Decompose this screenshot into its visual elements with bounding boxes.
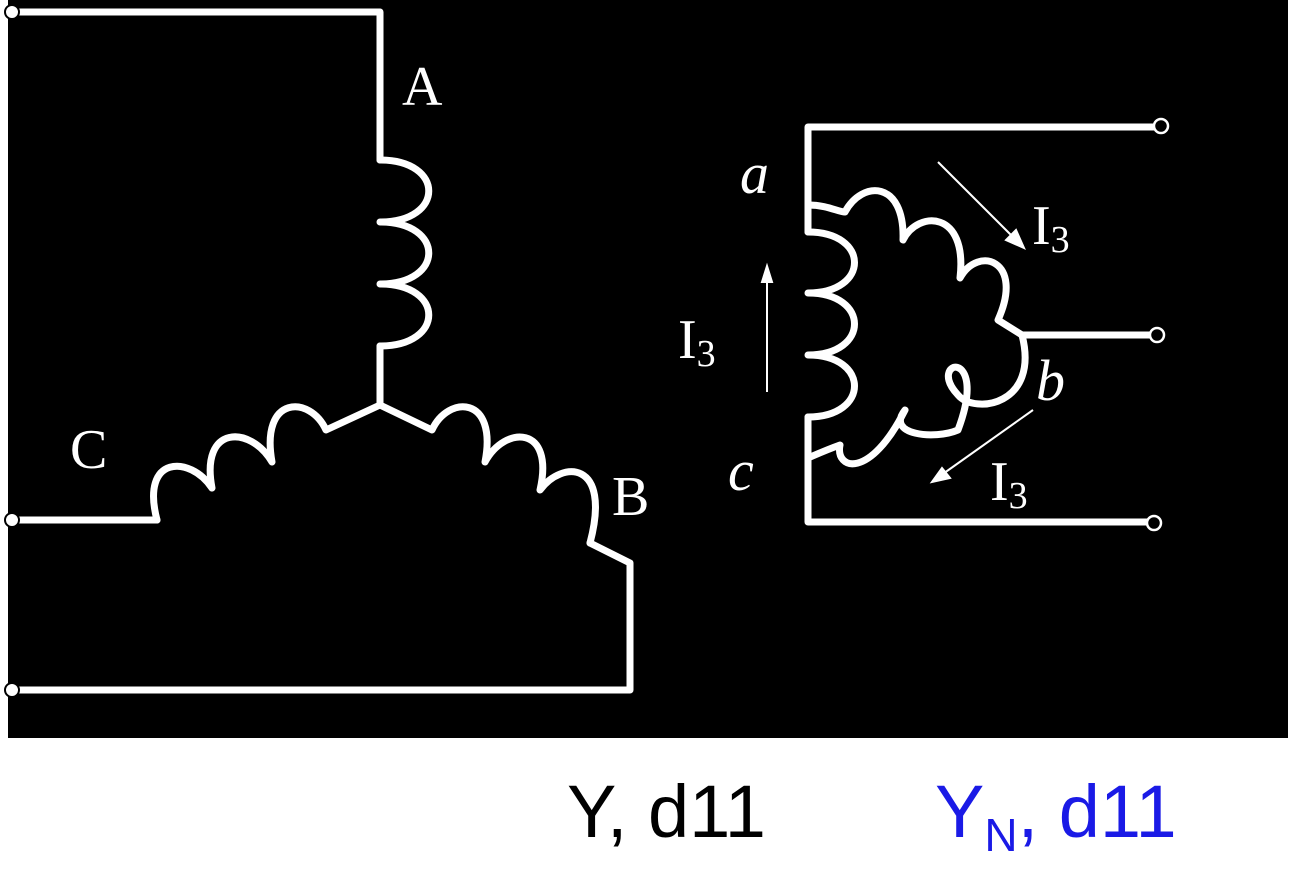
current-arrow-lower — [939, 409, 1034, 477]
caption-yn-d11: YN, d11 — [935, 775, 1177, 859]
current-arrow-upper — [937, 161, 1017, 241]
primary-phase-a-lead — [10, 8, 384, 164]
secondary-left-rail — [804, 201, 1154, 526]
caption-yn-subscript: N — [984, 809, 1018, 861]
diagram-background — [8, 0, 1288, 738]
secondary-winding-a-b — [804, 187, 1026, 339]
secondary-winding-b-c — [804, 331, 1029, 468]
label-primary-c: C — [70, 419, 107, 481]
terminal-primary-a — [4, 4, 20, 20]
label-primary-a: A — [402, 56, 443, 118]
primary-phase-a-winding — [376, 156, 433, 350]
label-primary-b: B — [612, 466, 649, 528]
label-secondary-c: c — [728, 438, 754, 503]
current-label-lower: I3 — [990, 451, 1028, 517]
secondary-top-lead — [804, 123, 1162, 209]
arrowhead-upper — [1004, 228, 1026, 250]
terminal-secondary-c — [1145, 514, 1163, 532]
primary-phase-c-winding — [150, 401, 384, 524]
current-label-left: I3 — [678, 309, 716, 375]
secondary-winding-a-c — [804, 228, 858, 421]
primary-phase-b-winding — [376, 401, 599, 547]
terminal-primary-b — [4, 682, 20, 698]
current-label-upper: I3 — [1032, 195, 1070, 261]
terminal-secondary-b — [1148, 326, 1166, 344]
caption-yn-rest: , d11 — [1017, 770, 1177, 853]
terminal-primary-c — [4, 512, 20, 528]
caption-y-d11: Y, d11 — [567, 770, 766, 853]
caption-yn-base: Y — [935, 770, 985, 853]
arrowhead-left — [760, 262, 774, 283]
terminal-secondary-a — [1152, 117, 1170, 135]
arrowhead-lower — [929, 466, 952, 484]
label-secondary-a: a — [740, 141, 769, 206]
label-secondary-b: b — [1036, 348, 1065, 413]
primary-phase-b-lead — [10, 539, 634, 694]
